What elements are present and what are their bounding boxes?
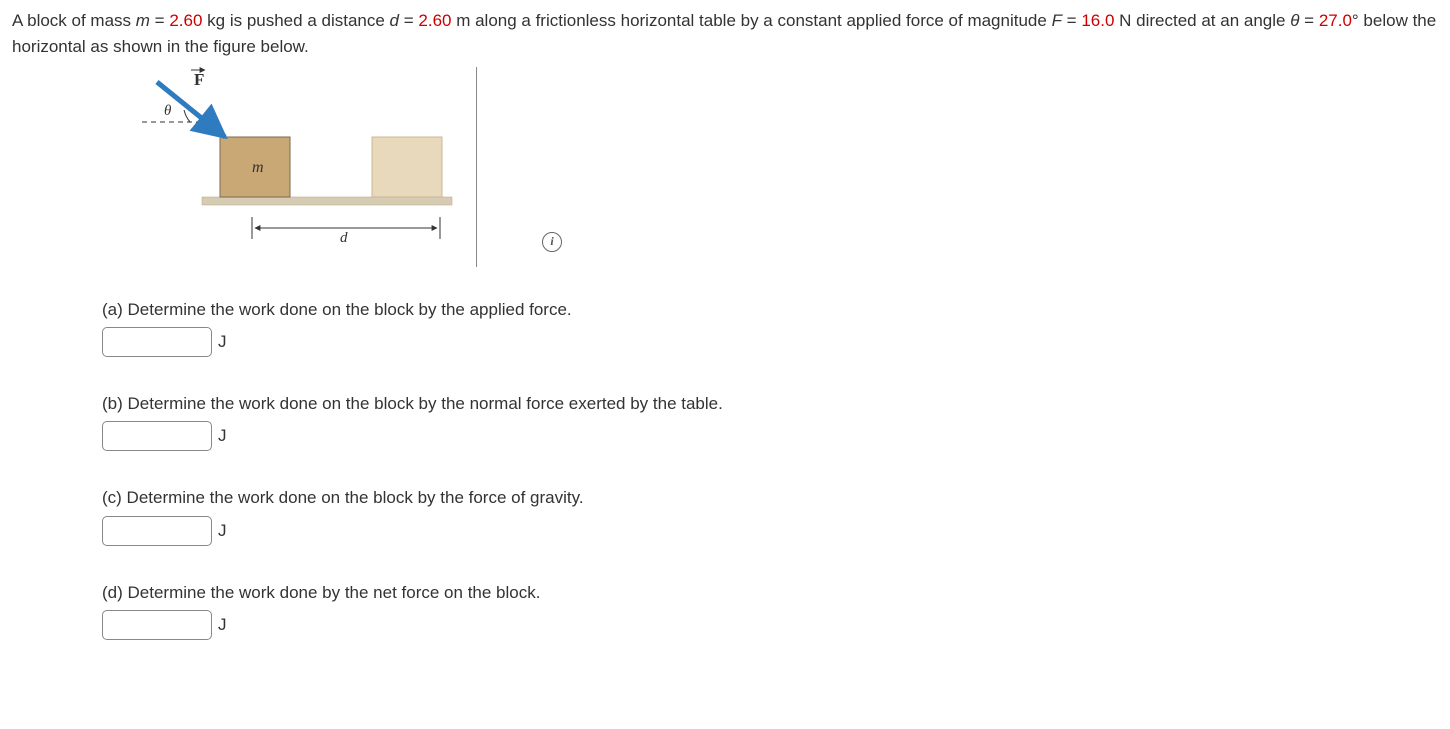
stem-text: = [399, 11, 418, 30]
figure-d-label: d [340, 230, 348, 246]
problem-stem: A block of mass m = 2.60 kg is pushed a … [12, 8, 1438, 61]
figure-F-label: F [194, 70, 204, 89]
part-d-text: (d) Determine the work done by the net f… [102, 580, 1438, 606]
part-a: (a) Determine the work done on the block… [102, 297, 1438, 357]
stem-text: N directed at an angle [1114, 11, 1290, 30]
stem-text: kg is pushed a distance [202, 11, 389, 30]
stem-text: = [150, 11, 169, 30]
part-c-unit: J [218, 518, 227, 544]
part-d-unit: J [218, 612, 227, 638]
info-icon[interactable]: i [542, 232, 562, 252]
figure-theta-label: θ [164, 103, 172, 119]
part-b-text: (b) Determine the work done on the block… [102, 391, 1438, 417]
var-F: F [1052, 11, 1062, 30]
part-c-text: (c) Determine the work done on the block… [102, 485, 1438, 511]
part-a-text: (a) Determine the work done on the block… [102, 297, 1438, 323]
var-m: m [136, 11, 150, 30]
stem-text: = [1299, 11, 1318, 30]
part-c-input[interactable] [102, 516, 212, 546]
part-d: (d) Determine the work done by the net f… [102, 580, 1438, 640]
stem-text: m along a frictionless horizontal table … [451, 11, 1051, 30]
stem-text: = [1062, 11, 1081, 30]
figure: m F θ [102, 67, 477, 267]
stem-text: A block of mass [12, 11, 136, 30]
part-b-unit: J [218, 423, 227, 449]
figure-m-label: m [252, 159, 264, 176]
part-b: (b) Determine the work done on the block… [102, 391, 1438, 451]
part-a-input[interactable] [102, 327, 212, 357]
val-d: 2.60 [418, 11, 451, 30]
val-theta: 27.0 [1319, 11, 1352, 30]
val-F: 16.0 [1081, 11, 1114, 30]
part-c: (c) Determine the work done on the block… [102, 485, 1438, 545]
var-d: d [390, 11, 399, 30]
figure-row: m F θ [102, 67, 1438, 267]
parts: (a) Determine the work done on the block… [102, 297, 1438, 640]
part-a-unit: J [218, 329, 227, 355]
part-b-input[interactable] [102, 421, 212, 451]
val-m: 2.60 [169, 11, 202, 30]
part-d-input[interactable] [102, 610, 212, 640]
